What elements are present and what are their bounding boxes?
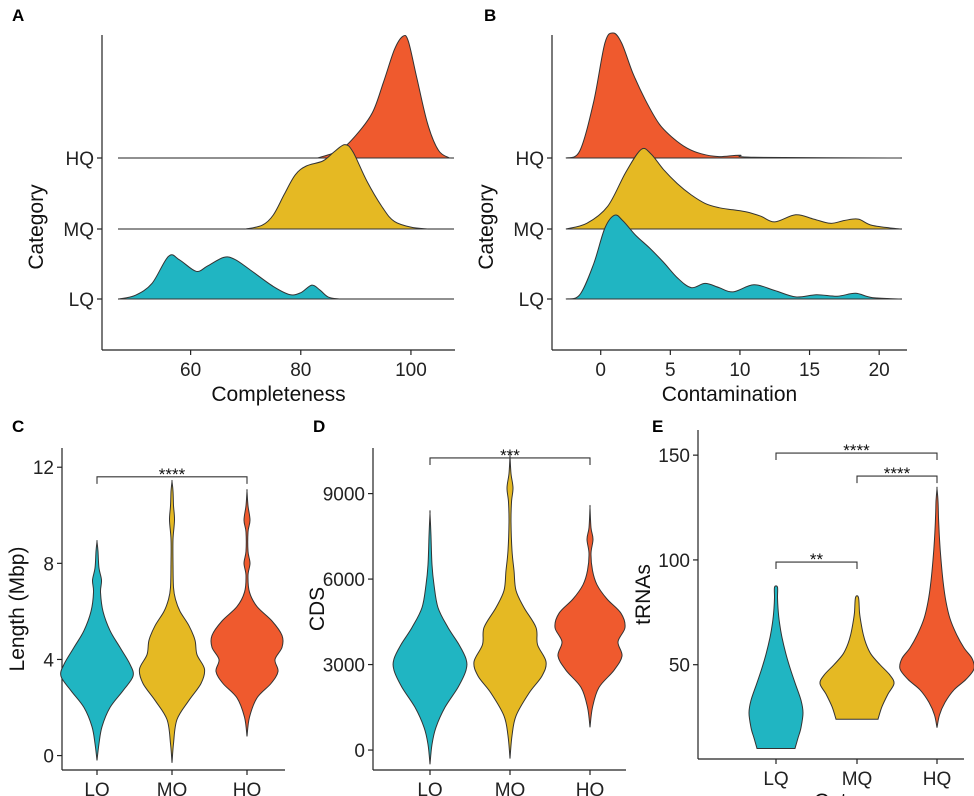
panel-letter-c: C — [12, 417, 24, 436]
x-tick-label: 20 — [869, 360, 890, 381]
y-axis-title: Length (Mbp) — [6, 547, 29, 672]
violin-lq — [748, 585, 804, 749]
significance-label: *** — [500, 446, 520, 465]
x-tick-label: HQ — [923, 769, 952, 790]
panel-letter-b: B — [484, 6, 496, 25]
panel-letter-d: D — [313, 417, 325, 436]
x-tick-label: 0 — [595, 360, 606, 381]
significance-bracket — [856, 475, 938, 484]
y-tick-label: 100 — [658, 551, 690, 572]
violin-lq — [60, 540, 134, 761]
x-tick-label: HQ — [233, 780, 262, 796]
significance-bracket — [429, 457, 591, 465]
x-tick-label: MQ — [842, 769, 873, 790]
x-tick-label: 15 — [799, 360, 820, 381]
x-axis-title: Completeness — [211, 383, 345, 406]
x-tick-label: LQ — [417, 780, 442, 796]
x-tick-label: 60 — [180, 360, 201, 381]
violin-mq — [138, 479, 206, 763]
ridge-density-lq — [565, 214, 901, 300]
y-tick-label: 0 — [354, 741, 365, 762]
x-axis-title: Category — [814, 790, 900, 796]
y-tick-label: 6000 — [323, 570, 365, 591]
ridge-density-mq — [565, 147, 901, 230]
x-tick-label: LQ — [763, 769, 788, 790]
panel-b-ridgeline: 0 5 10 15 20 Contamination Category LQ MQ HQ — [475, 32, 907, 406]
x-tick-label: HQ — [576, 780, 605, 796]
y-tick-label: LQ — [69, 290, 94, 311]
violin-hq — [210, 489, 284, 737]
y-axis-title: CDS — [306, 587, 329, 631]
y-axis-title: Category — [25, 184, 48, 270]
violin-mq — [819, 595, 895, 720]
ridge-density-hq — [565, 32, 901, 159]
x-tick-label: 80 — [290, 360, 311, 381]
significance-bracket — [96, 476, 248, 484]
panel-letter-e: E — [652, 417, 663, 436]
y-tick-label: 12 — [33, 458, 54, 479]
y-tick-label: HQ — [66, 149, 95, 170]
x-tick-label: MQ — [495, 780, 526, 796]
y-tick-label: 3000 — [323, 656, 365, 677]
ridge-density-lq — [118, 254, 340, 300]
y-tick-label: 0 — [43, 747, 54, 768]
x-tick-label: 5 — [665, 360, 676, 381]
violin-lq — [392, 510, 468, 765]
y-tick-label: HQ — [516, 149, 545, 170]
y-axis-title: tRNAs — [632, 564, 655, 625]
y-tick-label: 8 — [43, 554, 54, 575]
significance-label: **** — [159, 465, 186, 484]
significance-label: **** — [843, 441, 870, 460]
x-tick-label: LQ — [84, 780, 109, 796]
panel-letter-a: A — [12, 6, 24, 25]
y-tick-label: 4 — [43, 650, 54, 671]
y-tick-label: LQ — [519, 290, 544, 311]
x-tick-label: 100 — [395, 360, 427, 381]
x-tick-label: 10 — [729, 360, 750, 381]
significance-label: **** — [884, 464, 911, 483]
y-axis-title: Category — [475, 184, 498, 270]
y-tick-label: MQ — [63, 220, 94, 241]
significance-bracket — [775, 452, 938, 461]
violin-hq — [554, 504, 626, 728]
panel-a-ridgeline: 60 80 100 Completeness Category LQ MQ HQ — [25, 34, 455, 406]
panel-e-violin: 50100150tRNAsCategoryLQMQHQ********** — [632, 430, 974, 796]
significance-bracket — [775, 561, 858, 570]
significance-label: ** — [810, 550, 824, 569]
panel-d-violin: 0300060009000CDSCategoryLQMQHQ*** — [306, 446, 626, 796]
x-axis-title: Contamination — [662, 383, 797, 406]
ridge-density-hq — [317, 34, 452, 159]
violin-mq — [473, 453, 547, 759]
x-tick-label: MQ — [157, 780, 188, 796]
y-tick-label: 150 — [658, 446, 690, 467]
violin-hq — [899, 486, 974, 728]
y-tick-label: 9000 — [323, 485, 365, 506]
ridge-density-mq — [245, 144, 428, 230]
y-tick-label: MQ — [513, 220, 544, 241]
y-tick-label: 50 — [669, 656, 690, 677]
